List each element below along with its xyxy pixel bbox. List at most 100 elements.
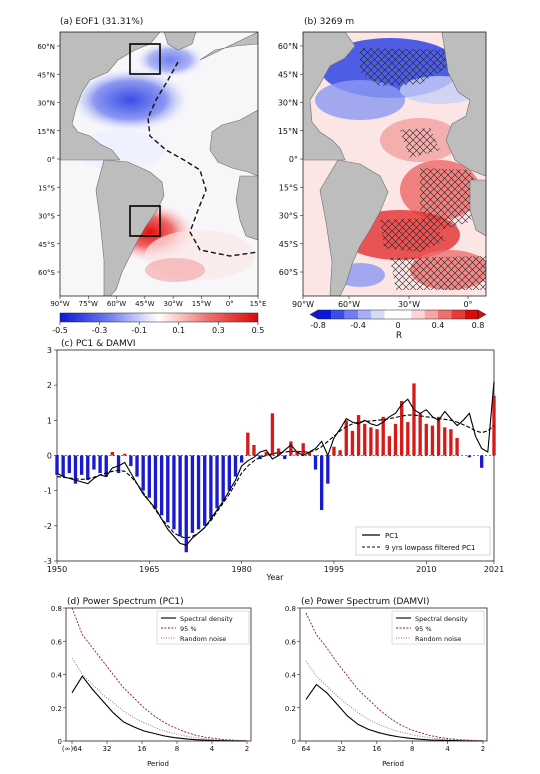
damvi-bar	[289, 441, 293, 456]
y-tick-label: 3	[47, 346, 52, 355]
damvi-bar	[178, 455, 182, 537]
damvi-bar	[147, 455, 151, 498]
legend-pc1-label: PC1	[385, 532, 399, 540]
x-tick-label: 2	[245, 745, 249, 753]
x-tick-label: 2021	[484, 565, 504, 574]
lon-tick-label: 15°E	[250, 300, 267, 308]
colorbar-b-tick-label: 0.8	[472, 321, 485, 330]
land-africa-europe	[199, 32, 258, 177]
damvi-bar	[116, 455, 121, 474]
colorbar-b	[309, 309, 487, 320]
lat-tick-label: 15°N	[278, 127, 298, 136]
lat-tick-label: 45°S	[279, 240, 298, 249]
damvi-bar	[430, 425, 435, 456]
colorbar-b-segment	[464, 310, 478, 319]
x-tick-label: 8	[175, 745, 179, 753]
colorbar-a-ticks: -0.5 -0.3 -0.1 0.1 0.3 0.5	[52, 322, 264, 335]
colorbar-b-segment	[398, 310, 412, 319]
x-tick-label: 2	[481, 745, 485, 753]
damvi-bar	[424, 423, 428, 456]
y-tick-label: 0	[47, 452, 52, 461]
lat-tick-label: 45°N	[278, 70, 298, 79]
colorbar-tick-label: 0.1	[172, 326, 185, 335]
damvi-bar	[246, 432, 250, 456]
lon-tick-label: 90°W	[50, 300, 69, 308]
lowpass-line	[56, 414, 495, 539]
damvi-bar	[356, 415, 361, 456]
damvi-bar	[313, 455, 318, 470]
colorbar-b-segment	[411, 310, 425, 319]
damvi-bar	[400, 400, 404, 456]
damvi-bar	[363, 423, 367, 456]
legend-e-noise: Random noise	[415, 635, 461, 643]
lat-tick-label: 60°S	[38, 269, 55, 277]
panel-d-ticks: 0 0.2 0.4 0.6 0.8 (∞)64 32 16 8 4 2	[51, 605, 249, 753]
spectral-density-line	[305, 683, 484, 742]
lat-tick-label: 15°S	[279, 183, 298, 192]
damvi-bar	[480, 455, 484, 468]
panel-d-lines	[71, 607, 248, 742]
lon-tick-label: 60°W	[338, 300, 360, 309]
legend-d-spectral: Spectral density	[180, 615, 233, 623]
panel-c-xlabel: Year	[266, 573, 285, 582]
damvi-bar	[79, 455, 84, 475]
land-africa-b	[441, 32, 486, 177]
damvi-bar	[455, 437, 459, 456]
damvi-bar	[172, 455, 176, 530]
lat-tick-label: 60°S	[279, 268, 298, 277]
panel-a: (a) EOF1 (31.31%) 60°N 45°N 30°N 15°N 0° 15°S…	[37, 17, 266, 335]
colorbar-tick-label: -0.3	[92, 326, 108, 335]
y-tick-label: -3	[44, 557, 52, 566]
panel-c-ticks: -3 -2 -1 0 1 2 3 1950 1965 1980 1995 2010 2021	[44, 346, 504, 574]
colorbar-b-label: R	[396, 331, 402, 341]
damvi-bars	[55, 383, 496, 553]
legend-d-95: 95 %	[180, 625, 197, 633]
damvi-bar	[301, 443, 305, 456]
land-north-america	[60, 32, 161, 161]
colorbar-b-segment	[358, 310, 372, 319]
damvi-bar	[344, 420, 348, 456]
negative-anomaly-north	[70, 68, 190, 132]
colorbar-b-extend-low	[309, 309, 319, 320]
colorbar-a	[59, 312, 259, 323]
x-tick-label: 16	[372, 745, 381, 753]
land-greenland	[163, 32, 197, 51]
y-tick-label: 0	[58, 738, 62, 746]
damvi-bar	[350, 430, 355, 456]
lat-tick-label: 15°N	[37, 128, 55, 136]
damvi-bar	[61, 455, 65, 477]
confidence-95-line	[305, 612, 484, 742]
damvi-bar	[436, 416, 441, 456]
y-tick-label: 0.4	[51, 672, 63, 680]
y-tick-label: 0.6	[285, 638, 297, 646]
lat-tick-label: 60°N	[37, 43, 55, 51]
damvi-bar	[141, 455, 145, 491]
x-tick-label: 1980	[231, 565, 251, 574]
panel-e-lines	[305, 612, 484, 742]
damvi-bar	[369, 427, 373, 456]
colorbar-b-segment	[371, 310, 385, 319]
lon-tick-label: 45°W	[135, 300, 154, 308]
land-south-america-b	[319, 159, 389, 296]
colorbar-b-segment	[438, 310, 452, 319]
damvi-bar	[159, 455, 164, 516]
damvi-bar	[129, 455, 133, 467]
damvi-bar	[264, 451, 268, 456]
lat-tick-label: 30°S	[279, 212, 298, 221]
x-tick-label: 8	[410, 745, 414, 753]
colorbar-b-segment	[384, 310, 398, 319]
damvi-bar	[215, 455, 219, 509]
damvi-bar	[295, 451, 299, 456]
panel-d: (d) Power Spectrum (PC1) 0 0.2 0.4 0.6 0.8 (∞…	[51, 597, 252, 768]
damvi-bar	[55, 455, 59, 475]
damvi-bar	[203, 455, 207, 526]
panel-a-lat-ticks: 60°N 45°N 30°N 15°N 0° 15°S 30°S 45°S 60°S	[37, 43, 60, 277]
y-tick-label: 0.8	[285, 605, 296, 613]
damvi-bar	[67, 455, 71, 474]
damvi-bar	[153, 455, 158, 509]
colorbar-b-tick-label: -0.8	[310, 321, 326, 330]
damvi-bar	[73, 455, 78, 484]
panel-b-lon-ticks: 90°W 60°W 30°W 0°	[292, 296, 473, 309]
damvi-bar	[332, 446, 336, 456]
